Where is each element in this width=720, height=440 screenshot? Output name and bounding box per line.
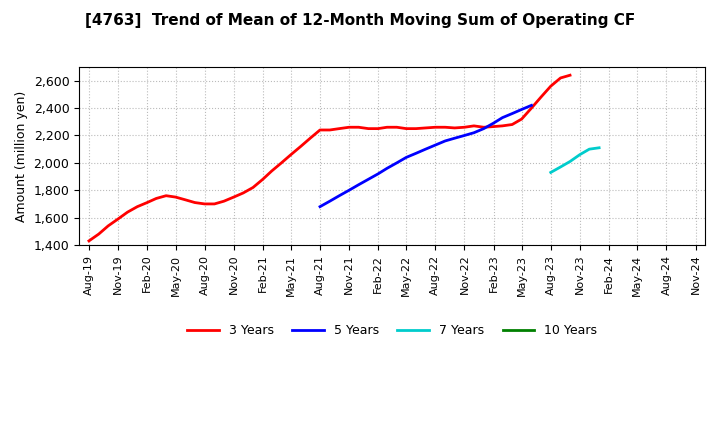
Y-axis label: Amount (million yen): Amount (million yen) [15, 90, 28, 222]
Line: 5 Years: 5 Years [320, 105, 531, 207]
Line: 3 Years: 3 Years [89, 75, 570, 241]
Legend: 3 Years, 5 Years, 7 Years, 10 Years: 3 Years, 5 Years, 7 Years, 10 Years [182, 319, 602, 342]
Line: 7 Years: 7 Years [551, 148, 599, 172]
Text: [4763]  Trend of Mean of 12-Month Moving Sum of Operating CF: [4763] Trend of Mean of 12-Month Moving … [85, 13, 635, 28]
